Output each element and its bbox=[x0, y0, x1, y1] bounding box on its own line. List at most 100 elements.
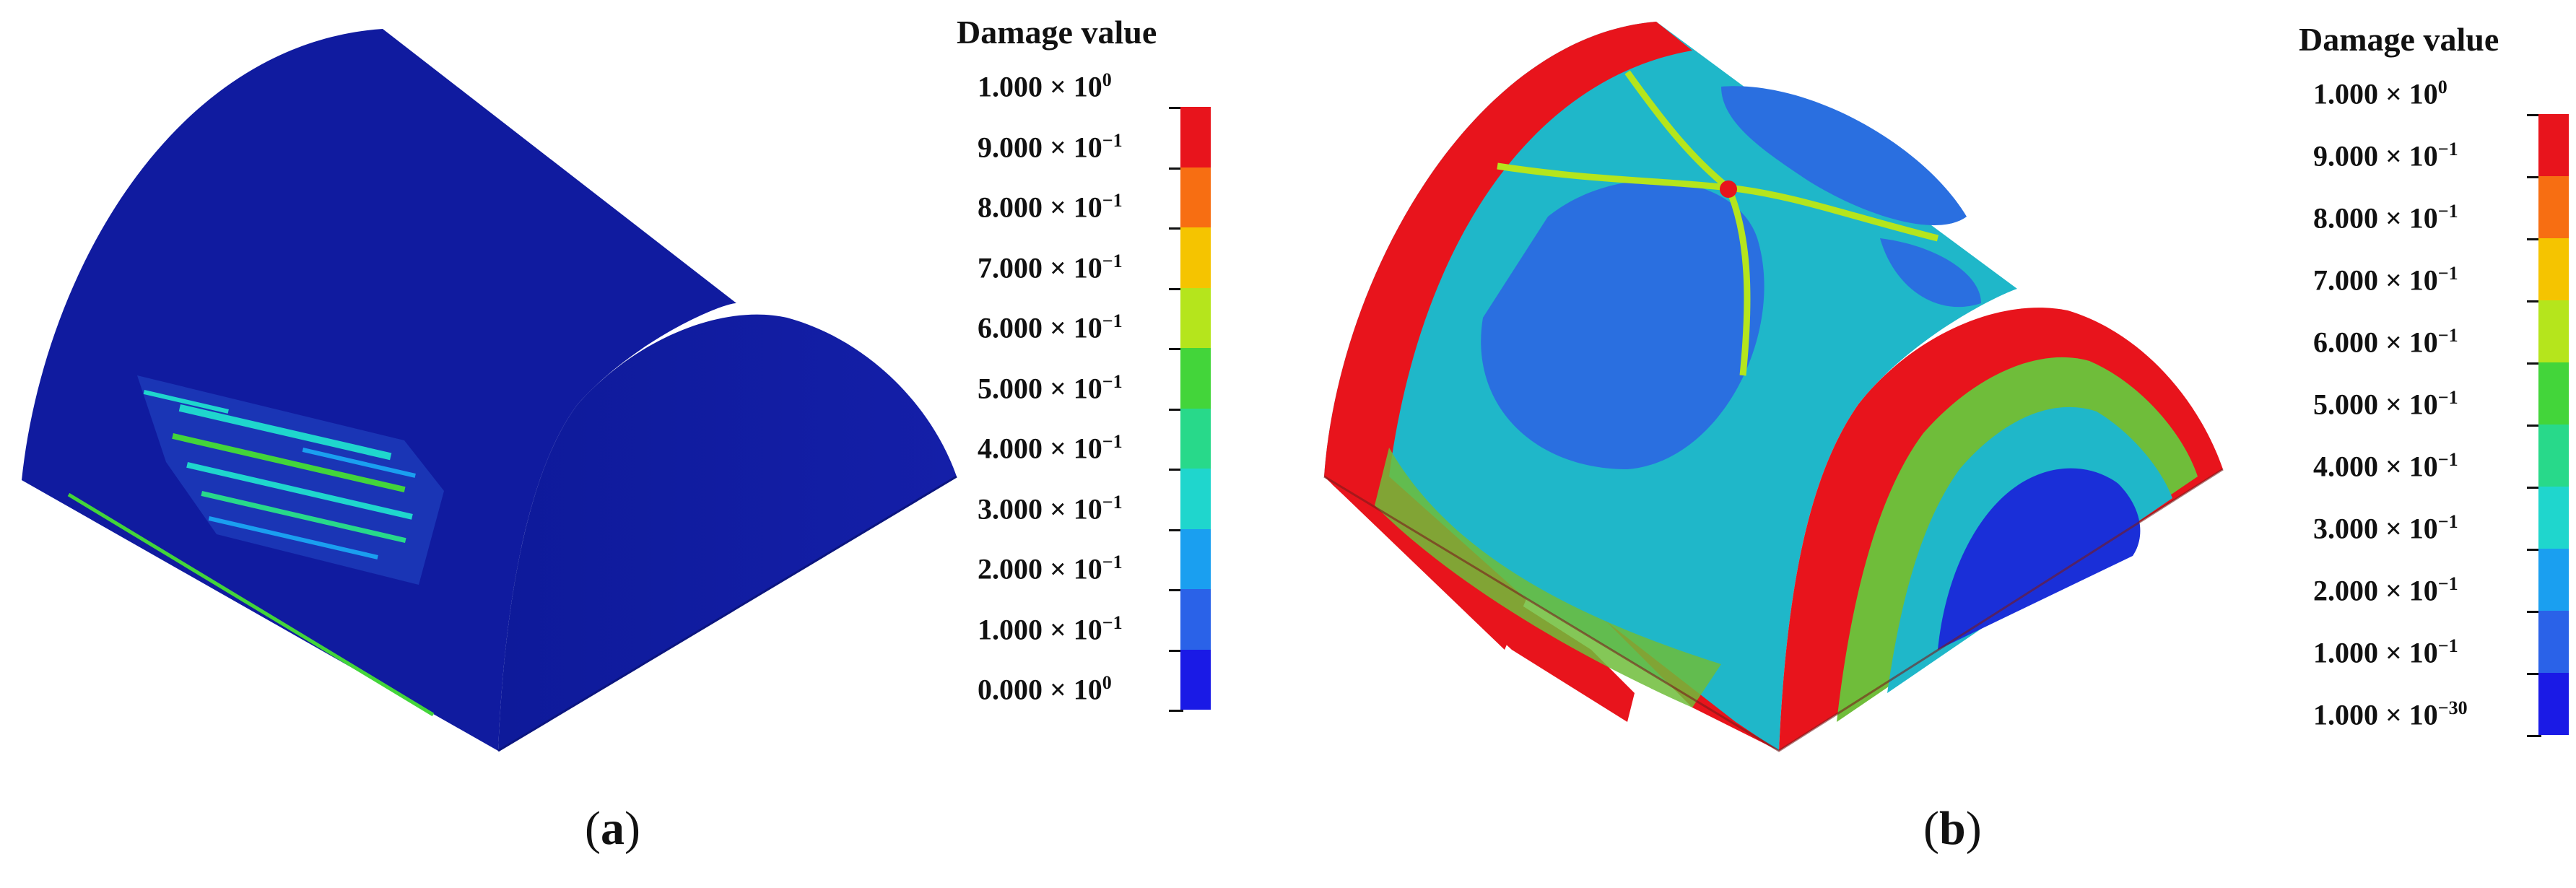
legend-label: 7.000 × 10−1 bbox=[978, 251, 1123, 284]
legend-label-exponent: −1 bbox=[1102, 491, 1123, 513]
legend-label-mantissa: 1.000 × 10 bbox=[2313, 698, 2438, 731]
legend-label-mantissa: 9.000 × 10 bbox=[2313, 139, 2438, 173]
legend-label: 4.000 × 10−1 bbox=[978, 431, 1123, 465]
legend-label-mantissa: 6.000 × 10 bbox=[2313, 326, 2438, 359]
legend-tick bbox=[2527, 300, 2541, 302]
legend-label-exponent: −1 bbox=[2437, 139, 2458, 160]
legend-label-exponent: −1 bbox=[1102, 129, 1123, 151]
colorbar-swatch bbox=[2538, 238, 2569, 300]
tunnel-model-b bbox=[1323, 22, 2224, 752]
legend-tick bbox=[2527, 735, 2541, 737]
low-damage-zone-b bbox=[1481, 180, 1765, 469]
legend-label: 0.000 × 100 bbox=[978, 672, 1112, 706]
colorbar-swatch bbox=[1180, 528, 1211, 589]
legend-label-exponent: −1 bbox=[1102, 552, 1123, 573]
legend-tick bbox=[1169, 287, 1183, 290]
legend-label-exponent: 0 bbox=[1102, 69, 1112, 90]
legend-label: 1.000 × 10−1 bbox=[978, 612, 1123, 646]
legend-label-mantissa: 0.000 × 10 bbox=[978, 673, 1102, 706]
legend-label-mantissa: 5.000 × 10 bbox=[2313, 388, 2438, 421]
legend-label: 3.000 × 10−1 bbox=[978, 492, 1123, 526]
tunnel-roof-a bbox=[22, 29, 736, 751]
legend-label: 5.000 × 10−1 bbox=[2313, 387, 2458, 421]
legend-label: 9.000 × 10−1 bbox=[2313, 139, 2458, 173]
legend-label-mantissa: 7.000 × 10 bbox=[978, 251, 1102, 284]
legend-label-mantissa: 2.000 × 10 bbox=[978, 552, 1102, 586]
legend-tick bbox=[2527, 238, 2541, 240]
colorbar-swatch bbox=[1180, 348, 1211, 409]
colorbar-swatch bbox=[1180, 589, 1211, 650]
colorbar-swatch bbox=[2538, 549, 2569, 611]
legend-tick bbox=[2527, 673, 2541, 675]
legend-label-exponent: −1 bbox=[2437, 201, 2458, 222]
legend-tick bbox=[2527, 487, 2541, 489]
legend-label-exponent: −1 bbox=[2437, 449, 2458, 470]
legend-label: 1.000 × 10−1 bbox=[2313, 635, 2458, 669]
legend-label-mantissa: 1.000 × 10 bbox=[2313, 636, 2438, 669]
legend-tick bbox=[2527, 176, 2541, 178]
colorbar-swatch bbox=[2538, 487, 2569, 549]
tunnel-end-face-a bbox=[498, 314, 957, 751]
legend-label: 1.000 × 100 bbox=[978, 69, 1112, 103]
colorbar-swatch bbox=[1180, 408, 1211, 469]
legend-label: 3.000 × 10−1 bbox=[2313, 511, 2458, 545]
legend-label-exponent: −1 bbox=[1102, 310, 1123, 331]
legend-label: 6.000 × 10−1 bbox=[2313, 325, 2458, 359]
legend-label-mantissa: 8.000 × 10 bbox=[978, 191, 1102, 224]
legend-tick bbox=[1169, 469, 1183, 471]
legend-title: Damage value bbox=[2299, 21, 2499, 58]
legend-label-exponent: −1 bbox=[2437, 325, 2458, 346]
legend-label-exponent: −1 bbox=[2437, 511, 2458, 532]
colorbar-swatch bbox=[2538, 176, 2569, 238]
legend-label-mantissa: 7.000 × 10 bbox=[2313, 264, 2438, 297]
legend-label-exponent: −1 bbox=[2437, 635, 2458, 656]
legend-label: 2.000 × 10−1 bbox=[978, 552, 1123, 586]
legend-tick bbox=[2527, 425, 2541, 427]
caption-a: (a) bbox=[585, 802, 640, 855]
colorbar-swatch bbox=[1180, 469, 1211, 529]
legend-label: 1.000 × 100 bbox=[2313, 77, 2447, 110]
legend-tick bbox=[1169, 528, 1183, 531]
caption-letter: b bbox=[1938, 802, 1966, 855]
legend-tick bbox=[1169, 227, 1183, 230]
colorbar-swatch bbox=[2538, 114, 2569, 176]
legend-tick bbox=[1169, 348, 1183, 350]
legend-label-mantissa: 3.000 × 10 bbox=[2313, 512, 2438, 545]
legend-tick bbox=[1169, 167, 1183, 170]
colorbar-swatch bbox=[1180, 227, 1211, 288]
legend-label: 6.000 × 10−1 bbox=[978, 310, 1123, 344]
legend-label-exponent: −1 bbox=[2437, 263, 2458, 284]
legend-label: 9.000 × 10−1 bbox=[978, 130, 1123, 164]
colorbar-swatch bbox=[2538, 611, 2569, 673]
colorbar-swatch bbox=[2538, 673, 2569, 735]
legend-label-exponent: −30 bbox=[2437, 697, 2468, 718]
legend-label-mantissa: 5.000 × 10 bbox=[978, 371, 1102, 404]
legend-label-exponent: −1 bbox=[2437, 573, 2458, 594]
legend-label-mantissa: 4.000 × 10 bbox=[978, 432, 1102, 465]
legend-label-exponent: −1 bbox=[1102, 370, 1123, 392]
legend-label: 7.000 × 10−1 bbox=[2313, 263, 2458, 297]
legend-label-mantissa: 6.000 × 10 bbox=[978, 311, 1102, 344]
legend-tick bbox=[2527, 611, 2541, 613]
legend-tick bbox=[1169, 589, 1183, 591]
legend-label-mantissa: 9.000 × 10 bbox=[978, 130, 1102, 163]
legend-tick bbox=[2527, 549, 2541, 551]
legend-label: 8.000 × 10−1 bbox=[978, 190, 1123, 224]
tunnel-model-a bbox=[22, 29, 957, 752]
legend-label-exponent: −1 bbox=[1102, 611, 1123, 633]
caption-letter: a bbox=[600, 802, 625, 855]
legend-label-mantissa: 1.000 × 10 bbox=[978, 70, 1102, 103]
caption-b: (b) bbox=[1923, 802, 1982, 855]
colorbar-swatch bbox=[1180, 287, 1211, 348]
legend-tick bbox=[1169, 107, 1183, 109]
legend-label-exponent: −1 bbox=[1102, 250, 1123, 271]
legend-label: 1.000 × 10−30 bbox=[2313, 697, 2468, 731]
legend-label-exponent: −1 bbox=[1102, 190, 1123, 211]
colorbar-swatch bbox=[1180, 649, 1211, 710]
legend-label: 8.000 × 10−1 bbox=[2313, 201, 2458, 235]
legend-label: 4.000 × 10−1 bbox=[2313, 449, 2458, 483]
damage-edge-line-a bbox=[67, 492, 435, 717]
legend-label-mantissa: 1.000 × 10 bbox=[2313, 77, 2438, 110]
legend-tick bbox=[1169, 710, 1183, 712]
crack-lines-b bbox=[1497, 70, 1939, 376]
